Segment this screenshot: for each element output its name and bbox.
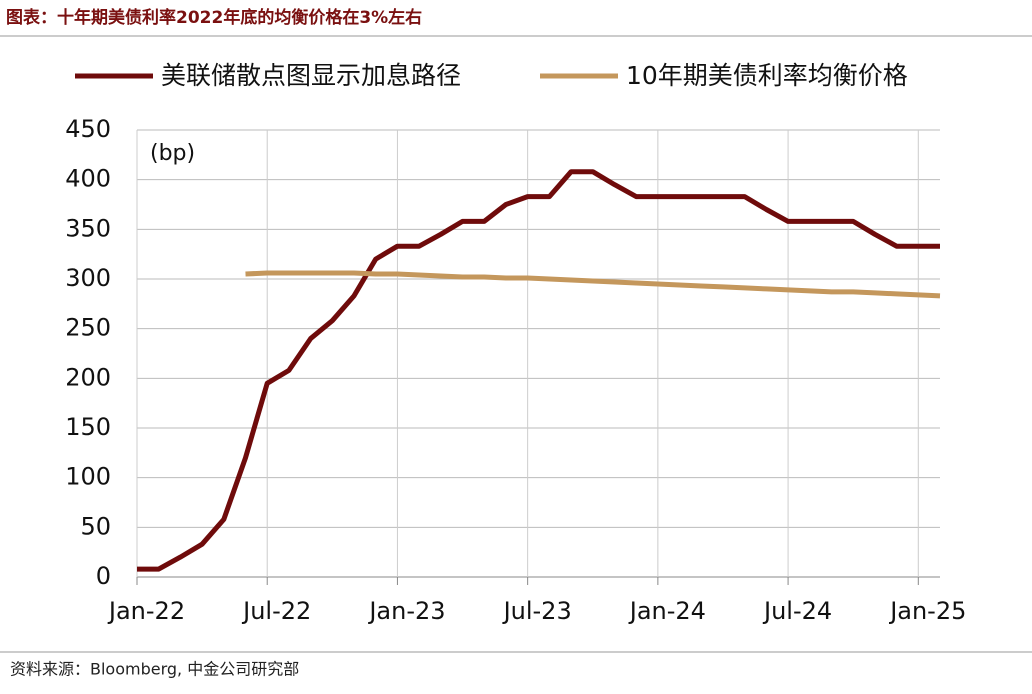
- series-line: [137, 169, 940, 572]
- x-tick-label: Jan-23: [367, 597, 445, 625]
- y-unit: (bp): [150, 141, 195, 166]
- y-tick-label: 350: [65, 214, 111, 242]
- x-tick-label: Jan-25: [888, 597, 966, 625]
- series-line: [245, 270, 941, 299]
- y-tick-label: 0: [96, 562, 111, 590]
- y-tick-label: 100: [65, 463, 111, 491]
- y-tick-label: 50: [80, 512, 111, 540]
- legend-label: 10年期美债利率均衡价格: [626, 61, 908, 90]
- chart-title: 图表：十年期美债利率2022年底的均衡价格在3%左右: [6, 7, 422, 28]
- y-tick-label: 450: [65, 115, 111, 143]
- y-tick-label: 300: [65, 264, 111, 292]
- x-tick-label: Jan-22: [107, 597, 185, 625]
- legend-label: 美联储散点图显示加息路径: [161, 61, 461, 90]
- x-tick-label: Jul-24: [762, 597, 832, 625]
- y-tick-label: 250: [65, 314, 111, 342]
- source: 资料来源：Bloomberg, 中金公司研究部: [10, 660, 299, 679]
- x-tick-label: Jan-24: [628, 597, 706, 625]
- x-tick-label: Jul-22: [241, 597, 311, 625]
- y-tick-label: 200: [65, 363, 111, 391]
- y-tick-label: 150: [65, 413, 111, 441]
- y-tick-label: 400: [65, 165, 111, 193]
- x-tick-label: Jul-23: [502, 597, 572, 625]
